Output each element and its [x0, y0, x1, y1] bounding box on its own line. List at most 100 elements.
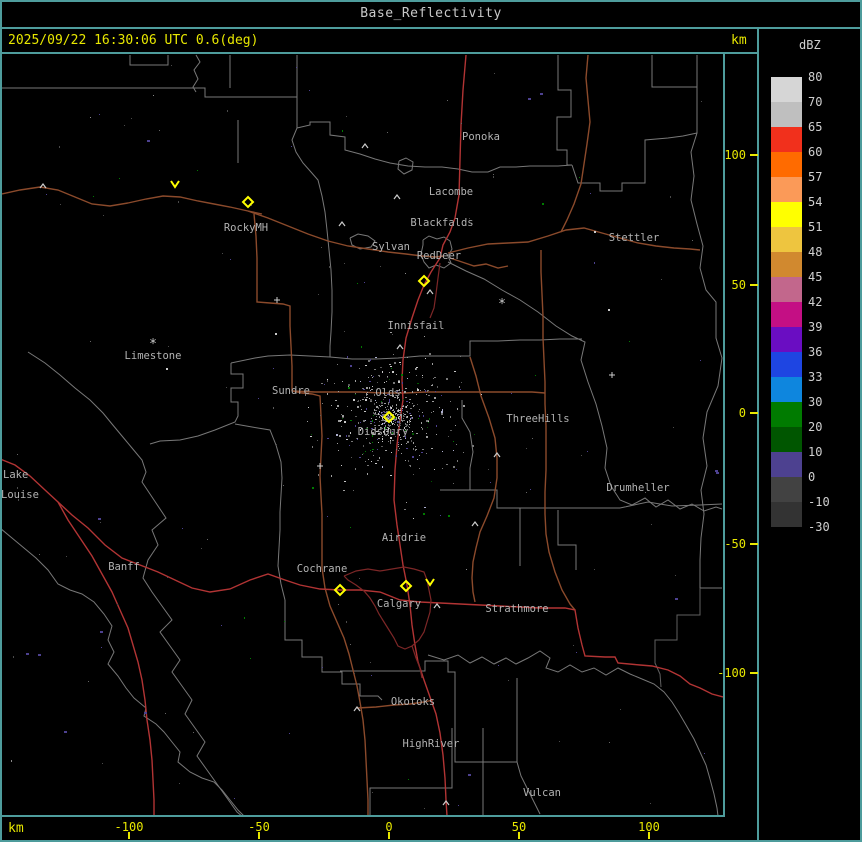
secondary-highways — [2, 54, 701, 815]
city-label-louise: Louise — [1, 489, 39, 501]
scattered-echoes — [11, 65, 705, 809]
bottom-axis-tick-label: 100 — [638, 820, 660, 834]
right-axis-tick-label: 50 — [731, 278, 746, 292]
city-label-rockymh: RockyMH — [224, 222, 268, 234]
city-label-airdrie: Airdrie — [382, 532, 426, 544]
colorbar-label: 45 — [808, 270, 823, 284]
colorbar-swatch — [771, 77, 802, 102]
weak-echo-dot — [675, 598, 678, 600]
weak-echo-dot — [38, 654, 41, 656]
city-label-olds: Olds — [375, 387, 400, 399]
echo-dot — [423, 513, 425, 515]
bottom-axis-tick — [388, 832, 390, 839]
caret-marker — [471, 521, 479, 527]
colorbar-swatch — [771, 477, 802, 502]
colorbar-unit: dBZ — [799, 38, 821, 52]
colorbar-swatch — [771, 327, 802, 352]
colorbar-label: 60 — [808, 145, 823, 159]
city-label-ponoka: Ponoka — [462, 131, 500, 143]
map-border-right — [723, 52, 725, 817]
colorbar-label: 54 — [808, 195, 823, 209]
colorbar-label: 48 — [808, 245, 823, 259]
vee-marker — [425, 578, 435, 587]
radar-site-marker — [382, 410, 396, 424]
bottom-axis-tick — [128, 832, 130, 839]
colorbar-label: 39 — [808, 320, 823, 334]
colorbar-swatch — [771, 452, 802, 477]
scan-timestamp: 2025/09/22 16:30:06 UTC 0.6(deg) — [8, 33, 259, 48]
weak-echo-dot — [715, 470, 718, 472]
city-label-innisfail: Innisfail — [388, 320, 445, 332]
right-axis-tick-label: 0 — [738, 406, 746, 420]
right-axis-tick — [750, 672, 758, 674]
colorbar-label: 0 — [808, 470, 816, 484]
city-label-lake: Lake — [3, 469, 28, 481]
bottom-axis-tick — [258, 832, 260, 839]
city-label-stettler: Stettler — [609, 232, 660, 244]
colorbar-label: 33 — [808, 370, 823, 384]
colorbar-label: 80 — [808, 70, 823, 84]
caret-marker — [39, 183, 47, 189]
plus-marker — [274, 297, 280, 303]
weak-echo-dot — [98, 518, 101, 520]
city-label-highriver: HighRiver — [403, 738, 460, 750]
vee-marker — [170, 180, 180, 189]
colorbar-swatch — [771, 102, 802, 127]
window-border-bottom — [0, 840, 862, 842]
city-label-cochrane: Cochrane — [297, 563, 348, 575]
right-axis-tick-label: 100 — [724, 148, 746, 162]
weak-echo-dot — [64, 731, 67, 733]
city-label-banff: Banff — [108, 561, 140, 573]
colorbar-label: 51 — [808, 220, 823, 234]
right-axis-tick — [750, 284, 758, 286]
weak-echo-dot — [540, 93, 543, 95]
town-dot — [353, 399, 355, 401]
colorbar-label: 65 — [808, 120, 823, 134]
right-axis-tick — [750, 412, 758, 414]
colorbar-label: 57 — [808, 170, 823, 184]
weak-echo-dot — [147, 140, 150, 142]
town-dot — [608, 309, 610, 311]
caret-marker — [426, 289, 434, 295]
weak-echo-dot — [100, 631, 103, 633]
bottom-axis-tick-label: -50 — [248, 820, 270, 834]
bottom-axis-unit: km — [8, 821, 24, 836]
colorbar-swatch — [771, 427, 802, 452]
colorbar-swatch — [771, 502, 802, 527]
bottom-axis-tick — [518, 832, 520, 839]
city-label-okotoks: Okotoks — [391, 696, 435, 708]
asterisk-marker: * — [149, 337, 157, 352]
window-border-right — [860, 0, 862, 842]
colorbar-label: 70 — [808, 95, 823, 109]
city-marker-diamond — [241, 195, 255, 209]
city-marker-diamond — [417, 274, 431, 288]
right-axis-tick — [750, 543, 758, 545]
panel-divider — [757, 27, 759, 842]
city-label-vulcan: Vulcan — [523, 787, 561, 799]
colorbar-swatch — [771, 402, 802, 427]
plus-marker — [609, 372, 615, 378]
map-markers: ** — [26, 93, 719, 806]
colorbar-label: 30 — [808, 395, 823, 409]
colorbar-swatch — [771, 177, 802, 202]
colorbar-label: 20 — [808, 420, 823, 434]
bottom-axis-tick-label: -100 — [114, 820, 144, 834]
caret-marker — [338, 221, 346, 227]
echo-dot — [348, 387, 350, 389]
colorbar-swatch — [771, 277, 802, 302]
colorbar-label: 42 — [808, 295, 823, 309]
window-title: Base_Reflectivity — [360, 6, 502, 21]
colorbar-swatch — [771, 202, 802, 227]
right-axis-unit: km — [731, 33, 747, 48]
city-label-threehills: ThreeHills — [506, 413, 569, 425]
city-label-sylvan: Sylvan — [372, 241, 410, 253]
caret-marker — [393, 194, 401, 200]
plus-marker — [317, 463, 323, 469]
city-marker-diamond — [333, 583, 347, 597]
infobar-divider — [0, 52, 759, 54]
city-label-drumheller: Drumheller — [606, 482, 669, 494]
titlebar-divider — [0, 27, 862, 29]
